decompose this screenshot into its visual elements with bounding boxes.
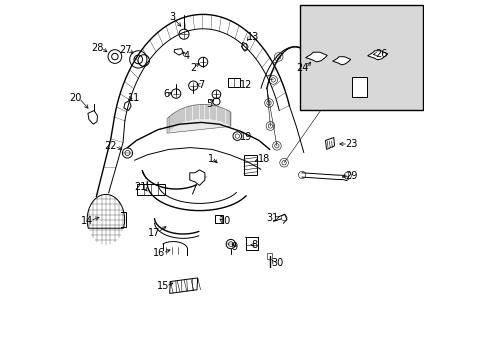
Text: 24: 24 [296, 63, 308, 73]
Text: 8: 8 [251, 240, 257, 250]
Text: 13: 13 [246, 32, 258, 42]
Text: 29: 29 [345, 171, 357, 181]
Text: 31: 31 [265, 213, 278, 223]
FancyBboxPatch shape [300, 5, 422, 110]
Bar [244, 155, 257, 175]
Polygon shape [87, 194, 124, 228]
Text: 2: 2 [190, 63, 196, 73]
Polygon shape [241, 42, 247, 51]
Text: 10: 10 [219, 216, 231, 226]
Text: 30: 30 [270, 258, 283, 268]
Text: 16: 16 [153, 248, 165, 258]
Polygon shape [305, 52, 326, 62]
Text: 21: 21 [134, 182, 146, 192]
Text: 22: 22 [104, 141, 117, 151]
Polygon shape [367, 51, 387, 60]
Bar [266, 253, 272, 259]
Text: 12: 12 [240, 80, 252, 90]
Polygon shape [167, 104, 230, 133]
Text: 3: 3 [169, 12, 175, 22]
Polygon shape [123, 101, 131, 111]
Polygon shape [332, 57, 350, 65]
Bar [228, 78, 239, 87]
Bar [246, 237, 257, 250]
Polygon shape [88, 111, 98, 124]
Text: 18: 18 [257, 154, 269, 164]
Text: 27: 27 [119, 45, 132, 55]
Bar [352, 77, 366, 97]
Bar [215, 215, 223, 223]
Text: 7: 7 [197, 80, 203, 90]
Text: 20: 20 [69, 93, 81, 103]
Polygon shape [169, 278, 197, 293]
Text: 25: 25 [336, 99, 348, 109]
Text: 19: 19 [239, 132, 251, 142]
Text: 23: 23 [345, 139, 357, 149]
Text: 17: 17 [147, 228, 160, 238]
Text: 1: 1 [207, 154, 213, 164]
Polygon shape [174, 49, 183, 55]
Text: 15: 15 [156, 281, 168, 291]
Text: 11: 11 [127, 93, 140, 103]
Polygon shape [325, 138, 334, 149]
Text: 26: 26 [374, 49, 386, 59]
Text: 5: 5 [205, 99, 212, 109]
Text: 14: 14 [81, 216, 93, 226]
Text: 9: 9 [231, 242, 237, 252]
Bar [136, 184, 165, 195]
Text: 4: 4 [183, 51, 189, 61]
Text: 28: 28 [92, 42, 104, 53]
Polygon shape [189, 170, 204, 185]
Text: 6: 6 [163, 89, 170, 99]
